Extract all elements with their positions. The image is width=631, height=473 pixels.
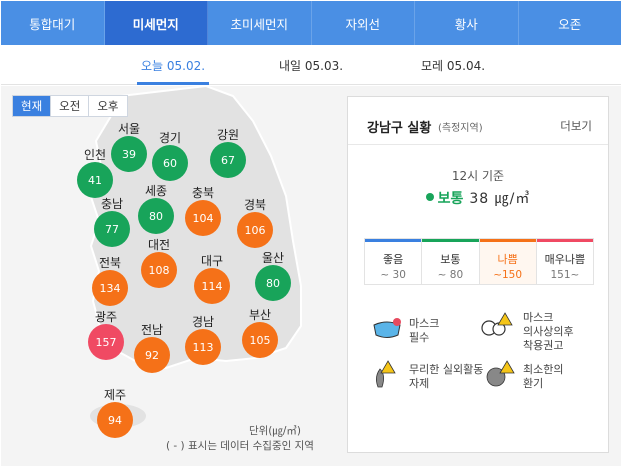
advice-outdoor: 무리한 실외활동 자제 <box>409 363 484 390</box>
ventilation-icon <box>486 360 515 387</box>
grade-legend: 좋음 ~ 30 보통 ~ 80 나쁨 ~150 매우나쁨 151~ <box>364 238 594 285</box>
grade-name: 매우나쁨 <box>544 253 586 266</box>
region-label: 대전 <box>147 238 171 252</box>
region-value-marker[interactable]: 106 <box>237 212 273 248</box>
region-value-marker[interactable]: 157 <box>88 324 124 360</box>
date-active-indicator <box>137 82 209 85</box>
outdoor-activity-icon <box>376 360 396 388</box>
region-value-marker[interactable]: 77 <box>94 211 130 247</box>
grade-normal-bar <box>422 239 479 242</box>
tab-uv[interactable]: 자외선 <box>312 1 415 45</box>
time-now-button[interactable]: 현재 <box>13 96 52 116</box>
date-today[interactable]: 오늘 05.02. <box>141 59 206 73</box>
status-value: 38 ㎍/㎥ <box>469 191 531 207</box>
region-label: 울산 <box>261 251 285 265</box>
region-value-marker[interactable]: 80 <box>255 265 291 301</box>
more-link[interactable]: 더보기 <box>560 119 592 133</box>
data-note: ( - ) 표시는 데이터 수집중인 지역 <box>166 440 314 452</box>
region-label: 경기 <box>158 131 182 145</box>
region-label: 전남 <box>140 323 164 337</box>
grade-very-bad-bar <box>536 239 593 242</box>
region-label: 부산 <box>248 308 272 322</box>
status-dot-icon <box>425 193 434 201</box>
region-label: 충북 <box>191 186 215 200</box>
tab-ultrafine-dust[interactable]: 초미세먼지 <box>208 1 312 45</box>
grade-name: 좋음 <box>383 253 404 266</box>
region-value-marker[interactable]: 114 <box>194 268 230 304</box>
time-am-button[interactable]: 오전 <box>51 96 90 116</box>
region-value-marker[interactable]: 108 <box>141 252 177 288</box>
realtime-panel: 강남구 실황 (측정지역) 더보기 12시 기준 보통 38 ㎍/㎥ 좋음 ~ 3… <box>347 96 609 453</box>
region-label: 전북 <box>98 256 122 270</box>
region-value-marker[interactable]: 105 <box>242 322 278 358</box>
region-value-marker[interactable]: 67 <box>210 142 246 178</box>
tab-ozone[interactable]: 오존 <box>558 16 582 32</box>
region-label: 세종 <box>144 184 168 198</box>
panel-subtitle: (측정지역) <box>438 123 483 134</box>
advice-ventilate: 최소한의 환기 <box>523 363 564 390</box>
grade-name: 나쁨 <box>497 253 518 266</box>
advice-mask-sensitive: 마스크 의사상의후 착용권고 <box>523 311 574 352</box>
region-label: 경북 <box>243 198 267 212</box>
tab-yellow-dust[interactable]: 황사 <box>415 1 519 45</box>
time-toggle: 현재 오전 오후 <box>12 95 128 117</box>
measurement-time: 12시 기준 <box>451 169 505 183</box>
region-value-marker[interactable]: 113 <box>185 329 221 365</box>
grade-bad: 나쁨 ~150 <box>479 239 537 284</box>
tab-fine-dust[interactable]: 미세먼지 <box>104 1 208 45</box>
region-label: 서울 <box>117 122 141 136</box>
grade-range: ~ 80 <box>437 269 464 281</box>
grade-good: 좋음 ~ 30 <box>365 239 423 284</box>
grade-range: 151~ <box>550 269 580 281</box>
panel-divider <box>348 144 608 145</box>
unit-label: 단위(㎍/㎥) <box>248 425 301 437</box>
date-tomorrow[interactable]: 내일 05.03. <box>279 59 344 73</box>
date-selector: 오늘 05.02. 내일 05.03. 모레 05.04. <box>1 45 621 85</box>
region-label: 충남 <box>100 197 124 211</box>
region-value-marker[interactable]: 39 <box>111 136 147 172</box>
pollutant-tab-bar: 통합대기 미세먼지 초미세먼지 자외선 황사 오존 <box>1 1 621 45</box>
region-value-marker[interactable]: 60 <box>152 145 188 181</box>
region-value-marker[interactable]: 94 <box>97 402 133 438</box>
status-word: 보통 <box>437 191 464 207</box>
region-label: 강원 <box>216 128 240 142</box>
region-label: 광주 <box>94 310 118 324</box>
time-pm-button[interactable]: 오후 <box>97 99 119 113</box>
region-label: 제주 <box>103 388 127 402</box>
region-value-marker[interactable]: 92 <box>134 337 170 373</box>
region-value-marker[interactable]: 41 <box>77 162 113 198</box>
region-label: 대구 <box>200 254 224 268</box>
grade-range: ~ 30 <box>380 269 406 281</box>
grade-normal: 보통 ~ 80 <box>422 239 480 284</box>
region-value-marker[interactable]: 134 <box>92 270 128 306</box>
grade-name: 보통 <box>440 253 461 266</box>
advice-mask: 마스크 필수 <box>409 317 440 344</box>
current-status: 보통 38 ㎍/㎥ <box>348 188 608 208</box>
mask-icon <box>373 318 401 338</box>
grade-good-bar <box>365 239 422 242</box>
tab-integrated-air[interactable]: 통합대기 <box>1 1 105 45</box>
panel-title: 강남구 실황 <box>367 121 432 136</box>
region-value-marker[interactable]: 80 <box>138 198 174 234</box>
date-day-after[interactable]: 모레 05.04. <box>421 59 486 73</box>
grade-range: ~150 <box>493 269 523 281</box>
grade-bad-bar <box>479 239 536 242</box>
region-label: 경남 <box>191 315 215 329</box>
region-label: 인천 <box>83 148 107 162</box>
region-value-marker[interactable]: 104 <box>185 200 221 236</box>
sensitive-group-icon <box>481 312 513 336</box>
grade-very-bad: 매우나쁨 151~ <box>536 239 593 284</box>
